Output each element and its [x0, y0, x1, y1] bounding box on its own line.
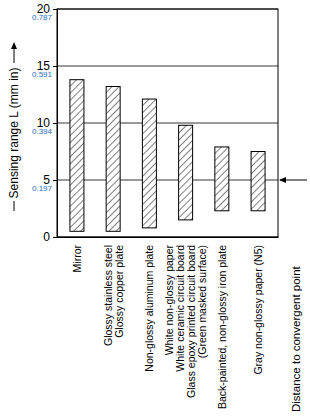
- x-tick: Back-painted, non-glossy iron plate: [216, 237, 228, 409]
- bars: [70, 80, 265, 232]
- x-tick-label: White non-glossy paperWhite ceramic circ…: [163, 245, 208, 398]
- x-axis-line: [58, 237, 279, 238]
- y-axis-line: [53, 10, 58, 238]
- range-bar: [215, 147, 229, 211]
- range-bar: [179, 125, 193, 220]
- range-bar: [106, 87, 120, 232]
- y-tick-mark: [53, 180, 57, 181]
- y-axis-title: Sensing range L (mm in): [7, 68, 21, 199]
- x-tick: Non-glossy aluminum plate: [143, 237, 155, 372]
- annotation-text: Distance to convergent point: [290, 265, 302, 412]
- y2-axis: 0.197 0.394 0.591 0.787: [32, 10, 58, 238]
- x-axis: Mirror Glossy stainless steelGlossy coppe…: [58, 237, 279, 409]
- y-axis: 05101520: [37, 2, 58, 244]
- y-title-dash: [14, 201, 15, 211]
- x-tick: Mirror: [71, 237, 83, 272]
- y2-axis-line: [57, 10, 58, 238]
- y2-tick: 0.197: [32, 180, 57, 192]
- y2-tick: 0.591: [32, 66, 57, 78]
- y2-tick-label: 0.787: [32, 13, 53, 22]
- y2-tick-label: 0.394: [32, 127, 53, 136]
- range-bar: [70, 80, 84, 232]
- y-tick-mark: [53, 66, 57, 67]
- plot-frame: [57, 9, 278, 237]
- y2-tick: 0.787: [32, 10, 57, 22]
- range-bar: [142, 99, 156, 228]
- x-tick: Gray non-glossy paper (N5): [252, 237, 264, 375]
- y-tick-label: 0: [43, 230, 50, 244]
- y-title-arrowhead: [11, 42, 17, 49]
- x-tick-label: Back-painted, non-glossy iron plate: [216, 245, 228, 409]
- y2-tick-label: 0.591: [32, 70, 53, 79]
- chart: 051015200.197 0.394 0.591 0.787 Sensing rang…: [0, 0, 310, 420]
- range-bar: [251, 152, 265, 211]
- x-tick: White non-glossy paperWhite ceramic circ…: [163, 237, 208, 398]
- annotation-arrowhead: [279, 177, 286, 183]
- x-tick: Glossy stainless steelGlossy copper plat…: [102, 237, 125, 346]
- x-tick-label: Non-glossy aluminum plate: [143, 245, 155, 372]
- grid-line: [57, 180, 278, 181]
- y-tick: 0: [43, 230, 57, 244]
- y-tick-mark: [53, 237, 57, 238]
- x-tick-label: Mirror: [71, 245, 83, 273]
- y-tick-mark: [53, 9, 57, 10]
- y2-tick: 0.394: [32, 123, 57, 135]
- grid-line: [57, 66, 278, 67]
- x-tick-label: Gray non-glossy paper (N5): [252, 245, 264, 375]
- grid: [57, 9, 278, 237]
- x-tick-label: Glossy stainless steelGlossy copper plat…: [102, 245, 125, 346]
- y2-tick-label: 0.197: [32, 184, 53, 193]
- grid-line: [57, 123, 278, 124]
- y-tick-mark: [53, 123, 57, 124]
